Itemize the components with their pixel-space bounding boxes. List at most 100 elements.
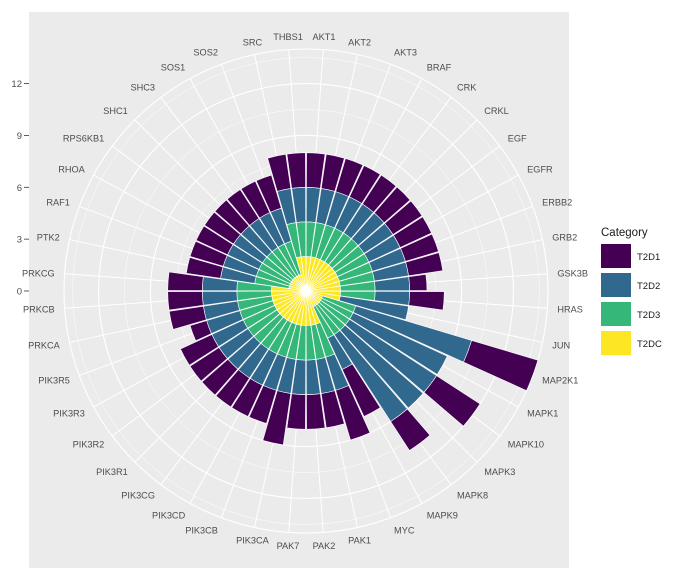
category-label-pik3r3: PIK3R3: [53, 409, 85, 419]
category-label-akt2: AKT2: [348, 37, 371, 47]
bar-mapk3-t2d2: [339, 324, 424, 409]
category-label-mapk8: MAPK8: [457, 491, 488, 501]
bar-myc-t2d1: [335, 385, 371, 441]
legend-label-t2d2: T2D2: [637, 281, 660, 292]
category-label-thbs1: THBS1: [273, 32, 303, 42]
legend-swatch-t2dc: [601, 331, 631, 355]
category-label-jun: JUN: [552, 341, 570, 351]
category-label-shc3: SHC3: [130, 82, 155, 92]
category-label-pik3r2: PIK3R2: [73, 439, 105, 449]
category-label-prkcg: PRKCG: [22, 268, 55, 278]
category-label-gsk3b: GSK3B: [557, 268, 588, 278]
bar-sos2-t2d1: [255, 174, 282, 213]
bar-sos1-t2d1: [240, 180, 271, 219]
bar-pik3cd-t2d1: [231, 378, 263, 417]
category-label-prkcb: PRKCB: [23, 305, 55, 315]
category-label-pik3r5: PIK3R5: [38, 376, 70, 386]
bar-pik3cg-t2d1: [215, 369, 250, 408]
bar-hras-t2d1: [408, 291, 445, 311]
grid-ring-minor: [124, 109, 488, 473]
bar-thbs1-t2d1: [286, 152, 306, 189]
grid-ring-outer: [63, 48, 549, 534]
category-label-egf: EGF: [508, 134, 527, 144]
category-label-shc1: SHC1: [103, 106, 128, 116]
y-tick-label: 12: [11, 79, 22, 90]
category-label-rhoa: RHOA: [58, 164, 85, 174]
bar-mapk1-t2d2: [349, 312, 448, 375]
category-label-map2k1: MAP2K1: [542, 376, 578, 386]
category-label-pak7: PAK7: [277, 541, 300, 551]
category-label-pik3ca: PIK3CA: [236, 536, 270, 546]
bar-erbb2-t2d1: [400, 233, 439, 262]
category-label-pak1: PAK1: [348, 536, 371, 546]
bar-pik3r2-t2d1: [189, 347, 228, 382]
category-label-braf: BRAF: [427, 63, 452, 73]
bar-pik3r5-t2d1: [189, 320, 212, 342]
category-label-sos1: SOS1: [161, 63, 186, 73]
bar-braf-t2d1: [349, 165, 381, 204]
category-label-akt1: AKT1: [312, 32, 335, 42]
category-label-mapk10: MAPK10: [508, 439, 544, 449]
category-label-grb2: GRB2: [552, 232, 577, 242]
bar-prkcg-t2d1: [167, 271, 204, 291]
category-label-rps6kb1: RPS6KB1: [63, 134, 104, 144]
bar-shc1-t2d1: [214, 199, 250, 235]
bar-rhoa-t2d1: [195, 225, 234, 256]
grid-ring-minor: [176, 161, 436, 421]
category-labels: AKT1 AKT2 AKT3 BRAF CRK CRKL EGF EGFR ERBB2 GRB2 G…: [22, 32, 588, 551]
bar-prkca-t2d1: [168, 305, 207, 330]
y-axis: 0 3 6 9 12: [11, 79, 29, 298]
bar-egf-t2d1: [384, 200, 423, 235]
legend-swatch-t2d3: [601, 302, 631, 326]
category-label-pak2: PAK2: [313, 541, 336, 551]
grid-ring-major: [201, 186, 411, 396]
category-label-pik3r1: PIK3R1: [96, 467, 128, 477]
bar-map2k1-t2d1: [463, 340, 539, 391]
bar-prkcb-t2d1: [167, 291, 204, 311]
category-label-pik3cg: PIK3CG: [121, 491, 155, 501]
bar-mapk10-t2d1: [423, 375, 481, 427]
category-label-src: SRC: [243, 37, 263, 47]
bar-gsk3b-t2d1: [408, 273, 428, 291]
category-label-akt3: AKT3: [394, 48, 417, 58]
grid-ring-minor: [227, 212, 385, 370]
bar-shc3-t2d1: [226, 189, 260, 226]
category-label-prkca: PRKCA: [28, 341, 61, 351]
bar-crkl-t2d1: [373, 186, 411, 224]
legend-swatch-t2d1: [601, 244, 631, 268]
category-label-hras: HRAS: [557, 305, 583, 315]
legend: Category T2D1 T2D2 T2D3 T2DC: [601, 227, 662, 355]
category-label-egfr: EGFR: [527, 164, 553, 174]
y-tick-label: 3: [17, 235, 22, 246]
category-label-ptk2: PTK2: [37, 232, 60, 242]
bar-src-t2d1: [267, 153, 292, 192]
bar-pak1-t2d1: [320, 390, 345, 429]
category-label-mapk9: MAPK9: [427, 510, 458, 520]
bars: [167, 152, 539, 451]
category-label-pik3cb: PIK3CB: [185, 525, 218, 535]
bar-pik3ca-t2d1: [262, 390, 292, 446]
bar-pik3cb-t2d1: [248, 385, 277, 424]
bar-akt3-t2d1: [335, 158, 364, 197]
legend-title: Category: [601, 227, 648, 239]
legend-label-t2d3: T2D3: [637, 310, 660, 321]
bar-pik3r1-t2d1: [201, 358, 239, 396]
category-label-crk: CRK: [457, 82, 477, 92]
category-label-myc: MYC: [394, 525, 415, 535]
legend-label-t2d1: T2D1: [637, 252, 660, 263]
category-label-mapk1: MAPK1: [527, 409, 558, 419]
bar-rps6kb1-t2d1: [204, 211, 241, 245]
y-tick-label: 0: [17, 287, 22, 298]
y-tick-label: 6: [17, 183, 22, 194]
category-label-erbb2: ERBB2: [542, 197, 572, 207]
bar-crk-t2d1: [362, 174, 397, 213]
y-tick-label: 9: [17, 131, 22, 142]
category-label-raf1: RAF1: [46, 197, 70, 207]
bar-pak7-t2d1: [286, 393, 306, 430]
grid-ring-minor: [72, 57, 540, 525]
grid-ring-major: [149, 134, 463, 448]
legend-swatch-t2d2: [601, 273, 631, 297]
category-label-sos2: SOS2: [193, 48, 218, 58]
category-label-crkl: CRKL: [484, 106, 509, 116]
grid-ring-major: [98, 83, 514, 499]
